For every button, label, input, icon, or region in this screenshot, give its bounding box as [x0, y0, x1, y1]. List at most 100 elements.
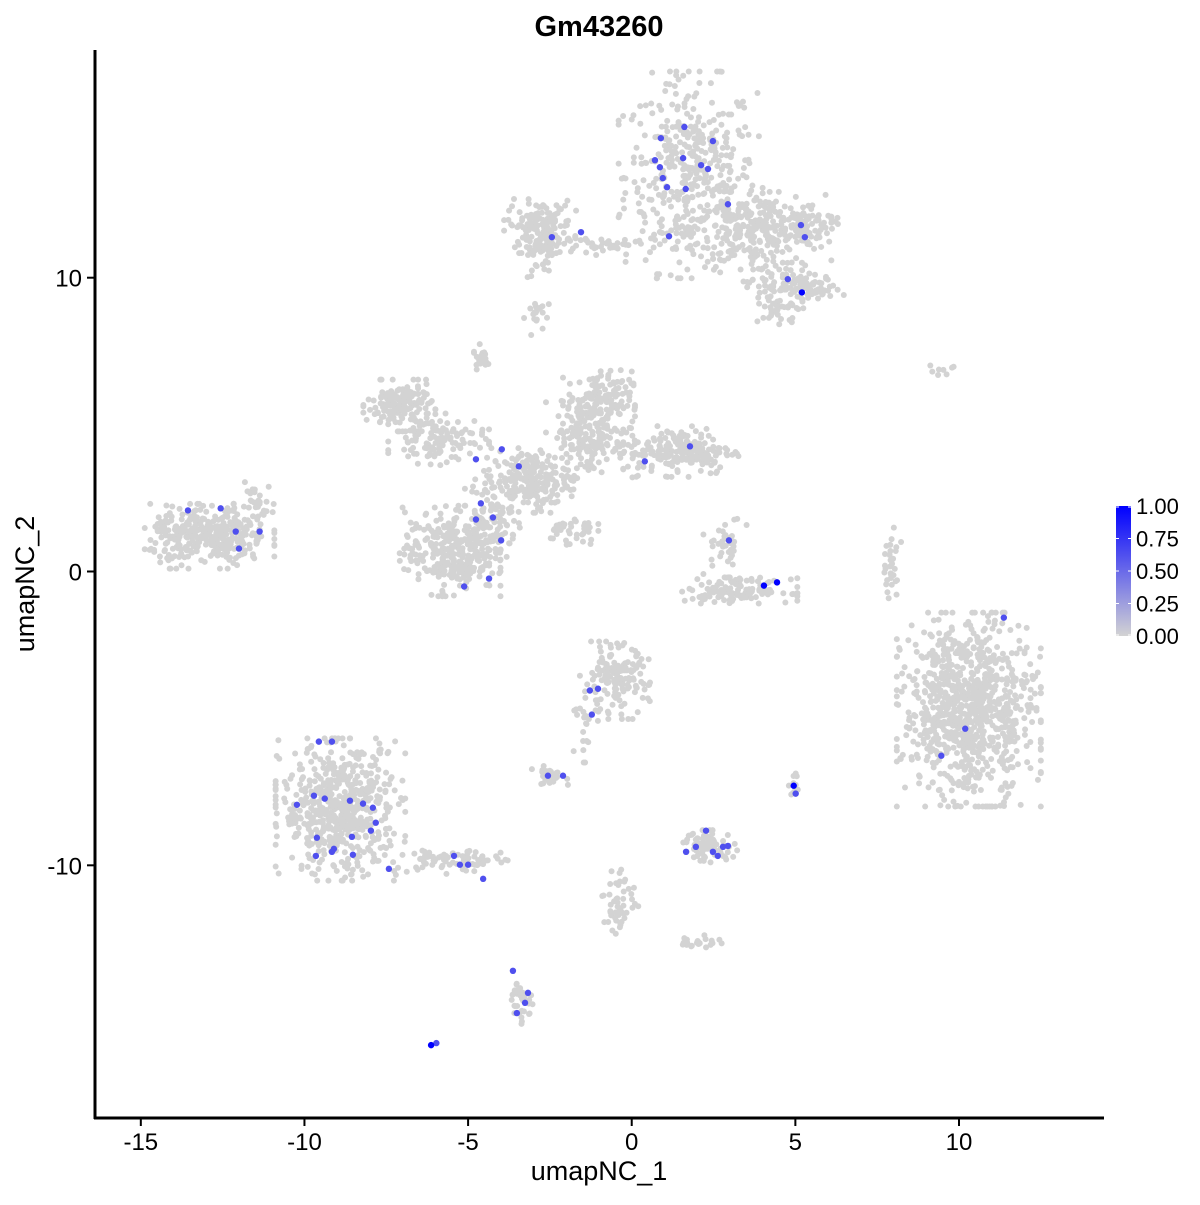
cell-point [748, 575, 755, 582]
cell-point [662, 88, 669, 95]
cell-point [365, 797, 372, 804]
cell-point [444, 420, 451, 427]
cell-point [948, 729, 955, 736]
cell-point [392, 738, 399, 745]
cell-point [328, 817, 335, 824]
cell-point [352, 762, 359, 769]
cell-point [599, 416, 606, 423]
cell-point [449, 527, 456, 534]
cell-point [710, 443, 717, 450]
cell-point [712, 153, 719, 160]
cell-point [1029, 719, 1036, 726]
cell-point [744, 284, 751, 291]
cell-point [662, 435, 669, 442]
cell-point [967, 650, 974, 657]
cell-point [984, 613, 991, 620]
cell-point [787, 267, 794, 274]
cell-point [607, 641, 614, 648]
cell-point [958, 739, 965, 746]
cell-point [175, 540, 182, 547]
cell-point [584, 448, 591, 455]
cell-point [442, 410, 449, 417]
cell-point [897, 755, 904, 762]
cell-point [497, 484, 504, 491]
cell-point [766, 587, 773, 594]
cell-point [558, 454, 565, 461]
cell-point [623, 251, 630, 258]
cell-point [708, 556, 715, 563]
cell-point [939, 792, 946, 799]
cell-point [390, 877, 397, 884]
cell-point [314, 798, 321, 805]
cell-point [672, 144, 679, 151]
cell-point [719, 224, 726, 231]
cell-point [163, 502, 170, 509]
cell-point [518, 484, 525, 491]
cell-point [927, 698, 934, 705]
cell-point [434, 560, 441, 567]
cell-point [701, 440, 708, 447]
cell-point [358, 763, 365, 770]
cell-point [176, 533, 183, 540]
cell-point [1005, 790, 1012, 797]
cell-point [717, 464, 724, 471]
cell-point [566, 399, 573, 406]
cell-point [779, 259, 786, 266]
cell-point [717, 269, 724, 276]
cell-point [585, 528, 592, 535]
cell-point [971, 724, 978, 731]
cell-point [532, 210, 539, 217]
cell-point [647, 249, 654, 256]
cell-point [687, 150, 694, 157]
cell-point [510, 195, 517, 202]
cell-point [940, 657, 947, 664]
cell-point [607, 391, 614, 398]
cell-point [710, 255, 717, 262]
cell-point [1032, 673, 1039, 680]
cell-point [425, 400, 432, 407]
cell-point [551, 482, 558, 489]
cell-point [973, 768, 980, 775]
cell-point [887, 541, 894, 548]
cell-point [495, 462, 502, 469]
cell-point [256, 499, 263, 506]
cell-point [568, 424, 575, 431]
cell-point [748, 595, 755, 602]
cell-point [977, 787, 984, 794]
cell-point [515, 520, 522, 527]
cell-point [423, 381, 430, 388]
cell-point [435, 593, 442, 600]
cell-point [770, 241, 777, 248]
cell-point [632, 238, 639, 245]
cell-point [754, 318, 761, 325]
cell-point [669, 101, 676, 108]
cell-point [363, 804, 370, 811]
cell-point [942, 609, 949, 616]
cell-point [554, 435, 561, 442]
cell-point [308, 798, 315, 805]
cell-point [806, 270, 813, 277]
cell-point [482, 560, 489, 567]
cell-point [639, 447, 646, 454]
cell-point [519, 234, 526, 241]
cell-point [765, 578, 772, 585]
cell-point [1001, 609, 1008, 616]
cell-point [462, 502, 469, 509]
cell-point [338, 830, 345, 837]
cell-point [497, 557, 504, 564]
cell-point [697, 467, 704, 474]
cell-point [453, 430, 460, 437]
cell-point [482, 480, 489, 487]
cell-point [401, 509, 408, 516]
cell-point [995, 743, 1002, 750]
cell-point [325, 822, 332, 829]
cell-point [582, 688, 589, 695]
cell-point [375, 766, 382, 773]
cell-point [311, 778, 318, 785]
cell-point [629, 661, 636, 668]
cell-point [732, 581, 739, 588]
cell-point [1027, 739, 1034, 746]
cell-point [617, 454, 624, 461]
cell-point [534, 222, 541, 229]
cell-point [577, 237, 584, 244]
